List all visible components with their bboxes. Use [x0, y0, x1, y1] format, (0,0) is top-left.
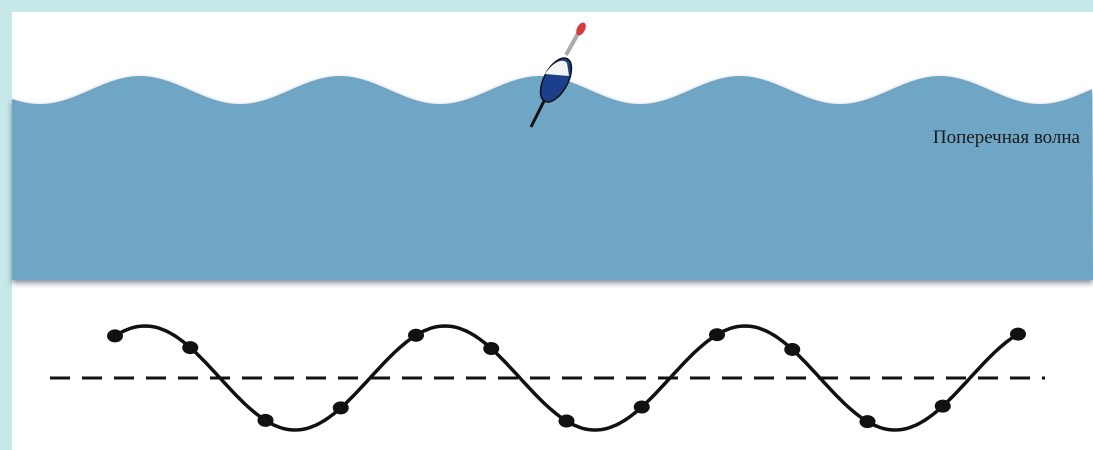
particle	[182, 341, 198, 354]
page: Поперечная волна (() => { const data = J…	[0, 0, 1093, 450]
water	[12, 76, 1093, 280]
wave-label: Поперечная волна	[933, 127, 1081, 148]
particle	[408, 329, 424, 342]
particle	[1010, 328, 1026, 341]
particle	[860, 415, 876, 428]
particle	[258, 414, 274, 427]
illustration: Поперечная волна	[0, 0, 1093, 450]
particle	[935, 400, 951, 413]
particle	[559, 415, 575, 428]
particle	[107, 329, 123, 342]
particle	[709, 328, 725, 341]
particle	[483, 342, 499, 355]
particle	[333, 401, 349, 414]
particle	[784, 343, 800, 356]
particle	[634, 401, 650, 414]
